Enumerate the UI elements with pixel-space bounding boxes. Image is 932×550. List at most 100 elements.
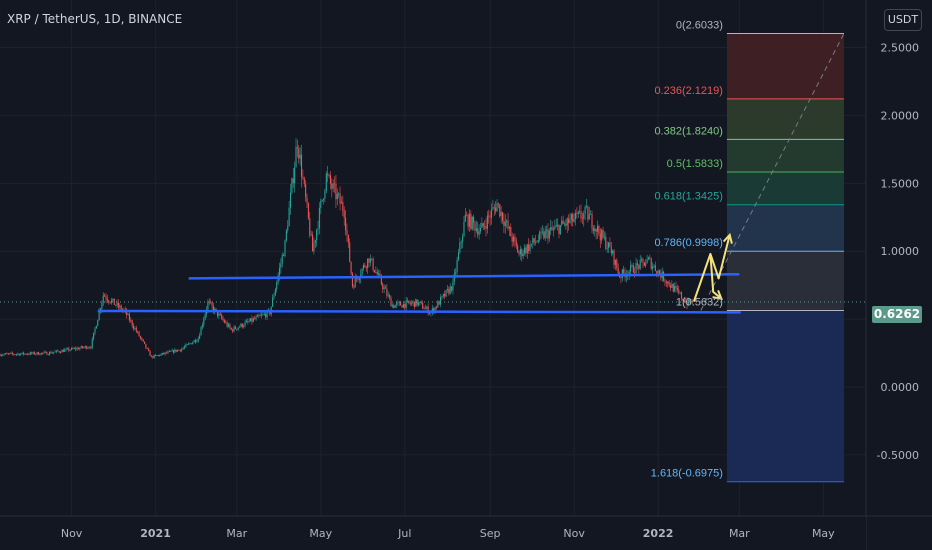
candle-body [500,212,502,217]
candle-body [371,258,373,260]
candle-body [489,216,491,218]
candle-body [68,348,70,351]
trendlines[interactable] [97,273,741,314]
candle-body [245,320,247,323]
fib-label-0.382: 0.382(1.8240) [654,125,723,137]
candle-body [281,255,283,264]
candle-body [10,352,12,354]
candle-body [307,203,309,219]
candle-body [252,318,254,322]
candle-body [203,319,205,325]
candle-body [110,300,113,303]
candle-body [292,178,294,184]
candle-body [463,221,465,237]
candle-body [237,327,239,330]
candle-body [631,265,633,267]
candle-body [178,349,180,351]
projection-arrows[interactable] [692,232,733,302]
candle-body [451,286,453,291]
candle-body [529,244,531,251]
candle-body [612,250,614,254]
candle-body [192,342,194,345]
candle-body [518,252,520,254]
candle-body [201,324,203,328]
candle-body [256,315,259,317]
candle-body [250,318,252,322]
candle-body [351,273,354,287]
candle-body [444,294,446,297]
candle-body [18,353,20,356]
fib-label-0: 0(2.6033) [676,19,723,31]
candle-body [400,302,402,306]
candle-body [148,348,150,352]
arrow-path-0 [692,234,731,302]
time-tick-label: Nov [563,527,585,540]
candle-body [364,264,366,267]
candle-body [320,200,322,208]
candle-body [230,327,232,330]
time-tick-label: Sep [480,527,501,540]
candle-body [620,277,622,278]
candle-body [324,190,326,199]
candle-body [229,324,231,328]
candle-body [35,353,37,355]
candle-body [607,242,610,248]
candle-body [438,301,440,305]
price-tick-label: 2.5000 [881,42,920,55]
candle-body [119,305,121,308]
currency-button[interactable]: USDT [884,9,922,31]
candle-body [43,352,45,353]
candle-body [310,234,312,236]
candle-body [142,339,144,342]
candle-body [406,300,409,302]
candle-body [457,252,460,261]
price-tick-label: 1.0000 [881,245,920,258]
candle-body [543,231,545,239]
candle-body [642,259,644,262]
candle-body [31,352,33,354]
candle-body [57,350,59,352]
candle-body [332,183,334,189]
candle-body [511,236,513,242]
candle-body [82,346,84,348]
candle-body [66,348,69,350]
time-axis[interactable]: Nov 2021 Mar May Jul Sep Nov 2022 Mar May [0,515,932,550]
candle-body [596,226,599,232]
candle-body [473,216,475,223]
candle-body [587,206,589,220]
candle-body [628,271,630,276]
candle-body [95,325,97,329]
candle-body [149,351,151,356]
arrow-path-1 [709,253,723,300]
candle-body [522,253,524,257]
candle-body [222,318,224,321]
candle-body [437,301,439,308]
candle-body [496,203,498,212]
candle-body [378,273,380,275]
candle-body [501,212,504,221]
candle-body [470,213,472,229]
candle-body [533,238,535,243]
candle-body [663,271,665,281]
candle-body [420,302,422,304]
candle-body [391,305,393,307]
candle-body [9,353,11,355]
candle-body [686,301,688,306]
candle-body [265,314,267,318]
candle-body [397,302,399,304]
candle-body [134,328,136,329]
candle-body [91,338,93,348]
candle-body [643,261,645,266]
candle-body [409,302,411,304]
candle-body [266,310,268,318]
candle-body [345,217,347,230]
candle-body [602,229,604,238]
candle-body [536,241,538,243]
candle-body [141,337,143,340]
candle-body [259,315,261,317]
arrow-head-1 [712,290,723,301]
candle-body [309,218,311,236]
price-axis[interactable]: 2.50002.00001.50001.00000.50000.0000-0.5… [865,0,932,550]
